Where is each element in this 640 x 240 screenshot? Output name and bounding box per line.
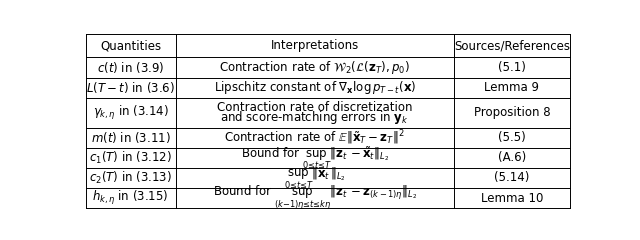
Text: $c_2(T)$ in (3.13): $c_2(T)$ in (3.13) bbox=[89, 170, 172, 186]
Text: Quantities: Quantities bbox=[100, 39, 161, 52]
Text: $c(t)$ in (3.9): $c(t)$ in (3.9) bbox=[97, 60, 164, 75]
Text: Lemma 9: Lemma 9 bbox=[484, 81, 540, 94]
Text: (5.1): (5.1) bbox=[498, 61, 526, 74]
Text: and score-matching errors in $\mathbf{y}_k$: and score-matching errors in $\mathbf{y}… bbox=[220, 109, 409, 126]
Text: $c_1(T)$ in (3.12): $c_1(T)$ in (3.12) bbox=[89, 150, 172, 166]
Text: Contraction rate of discretization: Contraction rate of discretization bbox=[217, 101, 412, 114]
Text: Bound for $\sup_{(k-1)\eta \leq t \leq k\eta} \|\mathbf{z}_t - \mathbf{z}_{(k-1): Bound for $\sup_{(k-1)\eta \leq t \leq k… bbox=[212, 184, 417, 212]
Text: $\sup_{0 \leq t \leq T} \|\mathbf{x}_t\|_{L_2}$: $\sup_{0 \leq t \leq T} \|\mathbf{x}_t\|… bbox=[284, 165, 346, 191]
Text: $\gamma_{k,\eta}$ in (3.14): $\gamma_{k,\eta}$ in (3.14) bbox=[93, 104, 169, 122]
Text: (A.6): (A.6) bbox=[498, 151, 526, 164]
Text: Lipschitz constant of $\nabla_{\mathbf{x}} \log p_{T-t}(\mathbf{x})$: Lipschitz constant of $\nabla_{\mathbf{x… bbox=[214, 79, 416, 96]
Text: Bound for $\sup_{0 \leq t \leq T} \|\mathbf{z}_t - \tilde{\mathbf{x}}_t\|_{L_2}$: Bound for $\sup_{0 \leq t \leq T} \|\mat… bbox=[241, 145, 388, 171]
Text: Sources/References: Sources/References bbox=[454, 39, 570, 52]
Text: Contraction rate of $\mathbb{E}\|\tilde{\mathbf{x}}_T - \mathbf{z}_T\|^2$: Contraction rate of $\mathbb{E}\|\tilde{… bbox=[225, 128, 405, 147]
Text: (5.14): (5.14) bbox=[494, 171, 530, 184]
Text: Interpretations: Interpretations bbox=[271, 39, 359, 52]
Text: $L(T-t)$ in (3.6): $L(T-t)$ in (3.6) bbox=[86, 80, 175, 95]
Text: (5.5): (5.5) bbox=[498, 131, 526, 144]
Text: Lemma 10: Lemma 10 bbox=[481, 192, 543, 204]
Text: $m(t)$ in (3.11): $m(t)$ in (3.11) bbox=[91, 130, 171, 145]
Text: Proposition 8: Proposition 8 bbox=[474, 106, 550, 119]
Text: $h_{k,\eta}$ in (3.15): $h_{k,\eta}$ in (3.15) bbox=[92, 189, 169, 207]
Text: Contraction rate of $\mathcal{W}_2(\mathcal{L}(\mathbf{z}_T), p_0)$: Contraction rate of $\mathcal{W}_2(\math… bbox=[220, 59, 410, 76]
